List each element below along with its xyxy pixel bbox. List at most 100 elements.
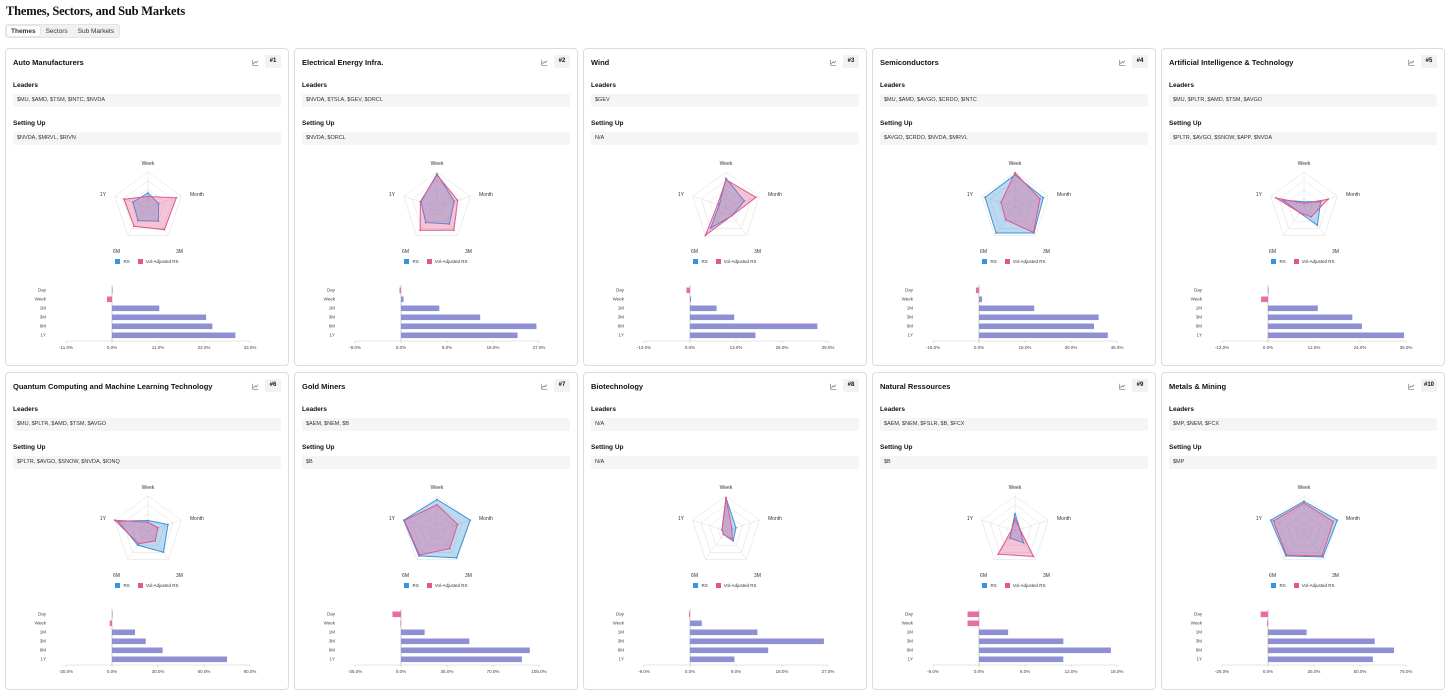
legend-label-rs: RS [412, 583, 419, 588]
bar-1y [979, 332, 1108, 339]
theme-card: Artificial Intelligence & Technology #5 Le… [1161, 48, 1445, 366]
vol-adjusted-rs-series-point [163, 228, 166, 231]
radar-chart: Week Month 3M 6M 1Y [967, 161, 1071, 255]
legend-item-vol-adjusted-rs[interactable]: Vol-Adjusted RS [1293, 583, 1335, 588]
bar-period-label: Week [324, 297, 336, 302]
radar-gridline [420, 189, 454, 222]
legend-item-rs[interactable]: RS [404, 259, 419, 264]
legend-label-rs: RS [990, 583, 997, 588]
bar-week [109, 620, 112, 627]
legend-item-vol-adjusted-rs[interactable]: Vol-Adjusted RS [137, 259, 179, 264]
legend-item-vol-adjusted-rs[interactable]: Vol-Adjusted RS [426, 583, 468, 588]
card-title: Auto Manufacturers [13, 58, 84, 67]
chart-toggle-button[interactable] [539, 57, 549, 67]
legend-item-vol-adjusted-rs[interactable]: Vol-Adjusted RS [1004, 259, 1046, 264]
legend-item-rs[interactable]: RS [1271, 259, 1286, 264]
bar-period-label: 1Y [1196, 333, 1202, 338]
chart-toggle-button[interactable] [1117, 57, 1127, 67]
bar-period-label: 1M [907, 306, 914, 311]
bar-1m [1268, 629, 1307, 636]
bar-tick-label: 0.0% [974, 345, 984, 350]
bar-1m [112, 305, 160, 312]
radar-axis-label: 1Y [678, 516, 685, 522]
bar-period-label: 1Y [329, 333, 335, 338]
tab-sub-markets[interactable]: Sub Markets [77, 28, 115, 35]
legend-item-rs[interactable]: RS [115, 259, 130, 264]
vol-adjusted-rs-series [1275, 197, 1330, 218]
legend-item-rs[interactable]: RS [1271, 583, 1286, 588]
vol-adjusted-rs-series [704, 178, 757, 237]
rs-series-point [157, 220, 160, 223]
rs-series-point [984, 196, 986, 199]
bar-6m [979, 323, 1094, 330]
bar-day [686, 287, 690, 294]
radar-axis-label: Month [190, 516, 204, 522]
tab-sectors[interactable]: Sectors [45, 28, 68, 35]
leaders-label: Leaders [13, 82, 38, 89]
legend-swatch-rs [115, 259, 121, 264]
vol-adjusted-rs-series [997, 517, 1035, 558]
radar-spoke [994, 206, 1016, 236]
leaders-label: Leaders [591, 406, 616, 413]
radar-gridline [717, 197, 735, 215]
legend-item-vol-adjusted-rs[interactable]: Vol-Adjusted RS [715, 259, 757, 264]
bar-period-label: 1Y [907, 657, 913, 662]
chart-toggle-button[interactable] [1406, 381, 1416, 391]
vol-adjusted-rs-series-point [716, 203, 719, 206]
bar-6m [690, 323, 818, 330]
legend-swatch-vol-adjusted-rs [137, 583, 143, 588]
radar-gridline [1295, 521, 1313, 539]
chart-toggle-button[interactable] [828, 381, 838, 391]
radar-spoke [114, 519, 149, 532]
chart-toggle-button[interactable] [539, 381, 549, 391]
legend-item-rs[interactable]: RS [404, 583, 419, 588]
bar-tick-label: 18.0% [1111, 669, 1124, 674]
radar-chart: Week Month 3M 6M 1Y [100, 485, 204, 579]
chart-toggle-button[interactable] [1117, 381, 1127, 391]
radar-gridline [692, 495, 760, 560]
chart-toggle-button[interactable] [250, 381, 260, 391]
legend-item-rs[interactable]: RS [982, 583, 997, 588]
legend-swatch-rs [1271, 259, 1277, 264]
bar-tick-label: 60.0% [198, 669, 211, 674]
radar-axis-label: 3M [465, 573, 472, 579]
legend-label-vol-adjusted-rs: Vol-Adjusted RS [1301, 583, 1335, 588]
legend-item-vol-adjusted-rs[interactable]: Vol-Adjusted RS [1004, 583, 1046, 588]
bar-tick-label: 6.0% [1020, 669, 1030, 674]
bar-1y [1268, 656, 1373, 663]
legend-item-rs[interactable]: RS [115, 583, 130, 588]
chart-toggle-button[interactable] [1406, 57, 1416, 67]
vol-adjusted-rs-series [1000, 171, 1041, 234]
tab-themes[interactable]: Themes [7, 26, 40, 36]
legend-item-rs[interactable]: RS [982, 259, 997, 264]
theme-card: Biotechnology #8 Leaders N/A Setting Up N/A We… [583, 372, 867, 690]
bar-tick-label: -25.0% [1215, 669, 1229, 674]
bar-tick-label: 30.0% [152, 669, 165, 674]
legend-item-vol-adjusted-rs[interactable]: Vol-Adjusted RS [137, 583, 179, 588]
legend-item-vol-adjusted-rs[interactable]: Vol-Adjusted RS [1293, 259, 1335, 264]
bar-tick-label: -9.0% [349, 345, 361, 350]
vol-adjusted-rs-series-point [722, 533, 725, 536]
rs-series-point [147, 519, 149, 522]
vol-adjusted-rs-series-point [1303, 502, 1305, 504]
bar-week [690, 620, 702, 627]
legend-swatch-rs [982, 259, 988, 264]
radar-axis-label: Week [720, 161, 733, 167]
bar-3m [979, 314, 1099, 321]
setting-up-value: N/A [591, 456, 859, 469]
radar-legend: RS Vol-Adjusted RS [6, 583, 288, 588]
legend-item-vol-adjusted-rs[interactable]: Vol-Adjusted RS [715, 583, 757, 588]
bar-tick-label: 22.0% [198, 345, 211, 350]
card-title: Artificial Intelligence & Technology [1169, 58, 1294, 67]
legend-item-rs[interactable]: RS [693, 259, 708, 264]
setting-up-label: Setting Up [13, 120, 46, 127]
chart-toggle-button[interactable] [828, 57, 838, 67]
rs-series-point [743, 200, 746, 202]
legend-item-rs[interactable]: RS [693, 583, 708, 588]
bar-week [967, 620, 979, 627]
bar-period-label: 6M [1196, 324, 1203, 329]
chart-toggle-button[interactable] [250, 57, 260, 67]
radar-axis-label: 6M [980, 573, 987, 579]
bar-day [112, 287, 113, 294]
legend-item-vol-adjusted-rs[interactable]: Vol-Adjusted RS [426, 259, 468, 264]
